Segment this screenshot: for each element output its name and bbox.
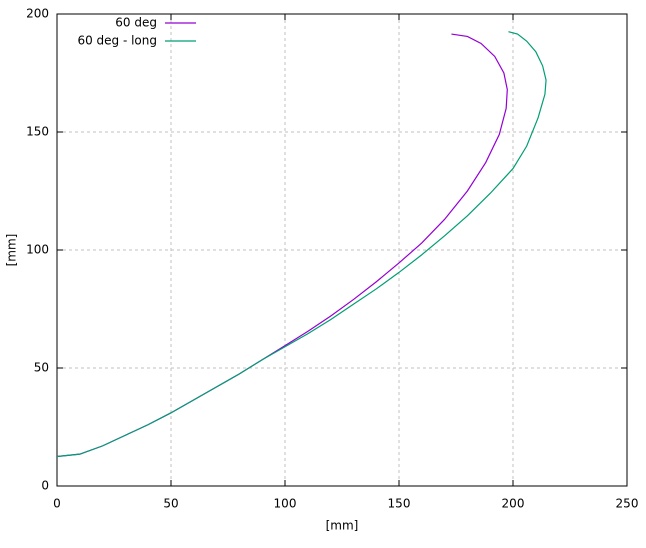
x-tick-label: 200 xyxy=(502,497,525,511)
legend-label: 60 deg - long xyxy=(77,34,157,48)
x-tick-label: 250 xyxy=(616,497,639,511)
y-axis-label: [mm] xyxy=(5,234,19,267)
x-tick-label: 100 xyxy=(274,497,297,511)
legend-label: 60 deg xyxy=(115,16,157,30)
y-tick-label: 200 xyxy=(26,7,49,21)
x-tick-label: 150 xyxy=(388,497,411,511)
y-tick-label: 100 xyxy=(26,243,49,257)
series-line xyxy=(56,33,508,458)
y-tick-label: 0 xyxy=(41,479,49,493)
x-tick-label: 0 xyxy=(53,497,61,511)
x-axis-label: [mm] xyxy=(326,519,359,533)
y-tick-label: 150 xyxy=(26,125,49,139)
series-line xyxy=(56,31,547,458)
y-tick-label: 50 xyxy=(34,361,49,375)
x-tick-label: 50 xyxy=(163,497,178,511)
